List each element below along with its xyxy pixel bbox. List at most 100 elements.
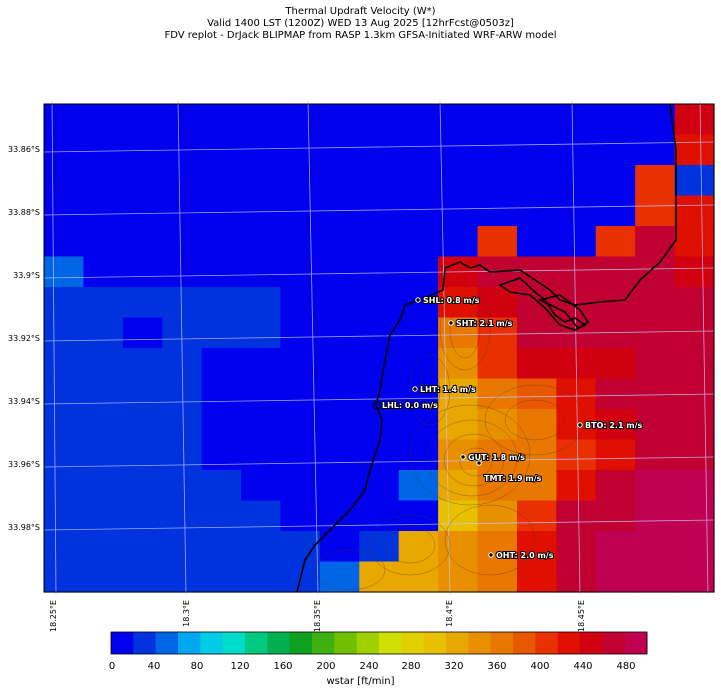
field-cell	[122, 378, 163, 410]
field-cell	[122, 287, 163, 319]
station-marker-shl	[415, 297, 421, 303]
field-cell	[359, 348, 400, 380]
field-cell	[477, 439, 518, 471]
field-cell	[516, 195, 557, 227]
field-cell	[280, 134, 321, 166]
field-cell	[556, 531, 597, 563]
field-cell	[359, 165, 400, 197]
field-cell	[516, 165, 557, 197]
field-cell	[319, 256, 360, 288]
field-cell	[201, 531, 242, 563]
lat-label: 33.9°S	[13, 271, 40, 280]
colorbar-tick: 480	[616, 661, 636, 672]
field-cell	[122, 256, 163, 288]
field-cell	[280, 256, 321, 288]
field-cell	[359, 226, 400, 258]
field-cell	[241, 226, 282, 258]
field-cell	[83, 226, 124, 258]
field-cell	[556, 165, 597, 197]
field-cell	[635, 531, 676, 563]
lon-label: 18.45°E	[577, 600, 586, 632]
field-cell	[477, 348, 518, 380]
station-label-shl: SHL: 0.8 m/s	[423, 296, 480, 305]
field-cell	[122, 317, 163, 349]
field-cells	[44, 104, 715, 593]
field-cell	[44, 348, 85, 380]
field-cell	[201, 134, 242, 166]
field-cell	[674, 500, 715, 532]
field-cell	[556, 561, 597, 593]
field-cell	[674, 317, 715, 349]
field-cell	[162, 561, 203, 593]
field-cell	[83, 409, 124, 441]
field-cell	[44, 195, 85, 227]
field-cell	[477, 409, 518, 441]
field-cell	[319, 409, 360, 441]
station-marker-oht	[488, 552, 494, 558]
field-cell	[83, 348, 124, 380]
field-cell	[438, 409, 479, 441]
lon-label: 18.25°E	[49, 600, 58, 632]
field-cell	[438, 226, 479, 258]
field-cell	[595, 470, 636, 502]
field-cell	[201, 378, 242, 410]
field-cell	[83, 439, 124, 471]
field-cell	[241, 317, 282, 349]
field-cell	[241, 470, 282, 502]
field-cell	[674, 561, 715, 593]
field-cell	[83, 470, 124, 502]
field-cell	[201, 470, 242, 502]
field-cell	[201, 165, 242, 197]
field-cell	[595, 561, 636, 593]
field-cell	[201, 500, 242, 532]
field-cell	[280, 348, 321, 380]
station-marker-tmt	[476, 460, 482, 466]
chart-subtitle-model: FDV replot - DrJack BLIPMAP from RASP 1.…	[164, 30, 557, 41]
field-cell	[635, 134, 676, 166]
field-cell	[44, 561, 85, 593]
field-cell	[359, 195, 400, 227]
field-cell	[674, 348, 715, 380]
field-cell	[674, 104, 715, 136]
field-cell	[359, 561, 400, 593]
field-cell	[516, 500, 557, 532]
field-cell	[44, 409, 85, 441]
field-cell	[319, 226, 360, 258]
field-cell	[477, 226, 518, 258]
field-cell	[241, 104, 282, 136]
chart-title: Thermal Updraft Velocity (W*)	[285, 6, 436, 17]
field-cell	[477, 470, 518, 502]
field-cell	[280, 226, 321, 258]
field-cell	[280, 104, 321, 136]
field-cell	[398, 409, 439, 441]
field-cell	[398, 348, 439, 380]
field-cell	[201, 409, 242, 441]
field-cell	[162, 409, 203, 441]
field-cell	[122, 409, 163, 441]
field-cell	[398, 378, 439, 410]
field-cell	[44, 104, 85, 136]
field-cell	[122, 104, 163, 136]
field-cell	[595, 195, 636, 227]
field-cell	[162, 226, 203, 258]
field-cell	[477, 134, 518, 166]
colorbar-tick: 0	[108, 661, 116, 672]
field-cell	[162, 256, 203, 288]
lat-label: 33.96°S	[8, 460, 40, 469]
terrain-contours	[314, 289, 586, 591]
lon-label: 18.35°E	[313, 600, 322, 632]
field-cell	[438, 195, 479, 227]
field-cell	[319, 165, 360, 197]
field-cell	[595, 409, 636, 441]
field-cell	[635, 317, 676, 349]
field-cell	[201, 104, 242, 136]
field-cell	[595, 348, 636, 380]
field-cell	[438, 104, 479, 136]
field-cell	[398, 134, 439, 166]
field-cell	[162, 104, 203, 136]
field-cell	[241, 195, 282, 227]
field-cell	[635, 378, 676, 410]
field-cell	[595, 256, 636, 288]
field-cell	[635, 439, 676, 471]
